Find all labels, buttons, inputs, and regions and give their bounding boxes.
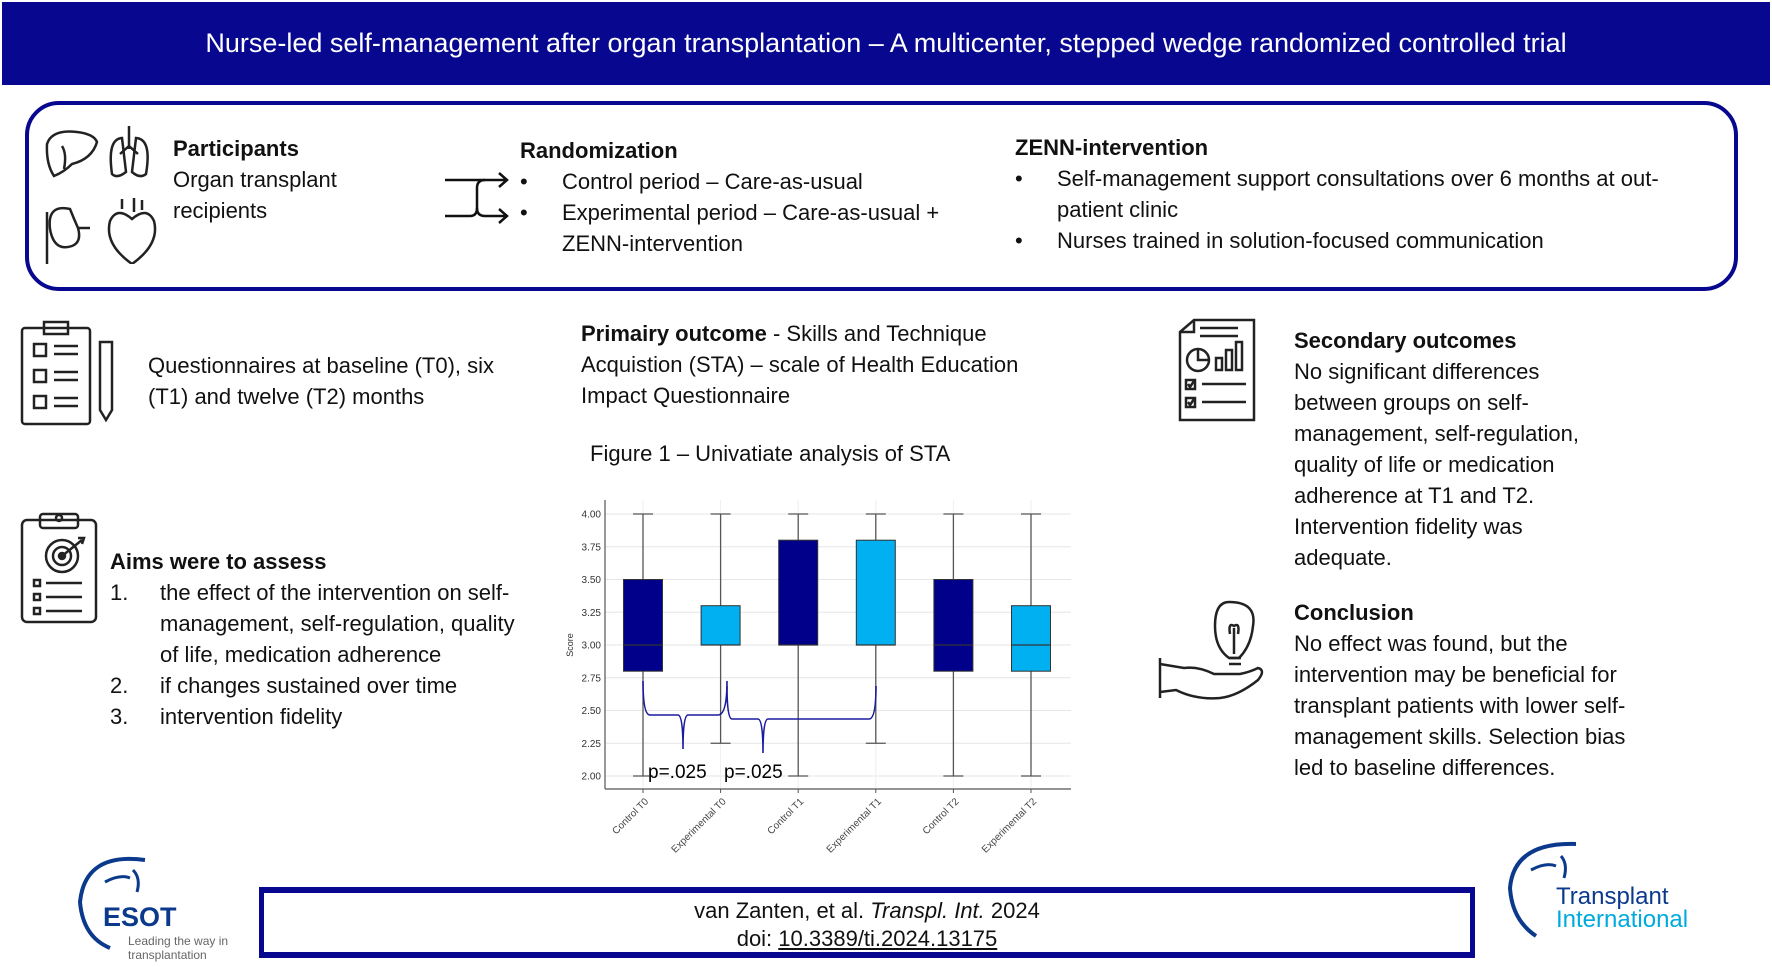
significance-brace bbox=[642, 680, 728, 750]
citation-authors: van Zanten, et al. bbox=[694, 898, 871, 923]
checklist-icon bbox=[20, 320, 114, 426]
transplant-international-logo: Transplant International bbox=[1506, 840, 1726, 940]
p-value-label: p=.025 bbox=[648, 762, 707, 783]
randomization-title: Randomization bbox=[520, 138, 678, 163]
x-tick-label: Experimental T0 bbox=[670, 796, 729, 855]
primary-outcome-text: - Skills and Technique Acquistion (STA) … bbox=[581, 321, 1019, 408]
x-tick-label: Control T2 bbox=[921, 796, 962, 837]
target-clipboard-icon bbox=[20, 512, 98, 624]
box-control-t1 bbox=[778, 539, 819, 646]
y-tick-label: 2.25 bbox=[582, 739, 602, 750]
ti-logo-line2: International bbox=[1556, 906, 1689, 933]
secondary-outcomes: Secondary outcomes No significant differ… bbox=[1294, 325, 1624, 573]
aims-item: 2. if changes sustained over time bbox=[110, 670, 530, 701]
randomization-item: Experimental period – Care-as-usual + ZE… bbox=[520, 197, 1000, 259]
doi-link[interactable]: 10.3389/ti.2024.13175 bbox=[778, 926, 998, 951]
aims-number: 3. bbox=[110, 704, 129, 729]
aims-number: 2. bbox=[110, 673, 129, 698]
y-axis-label: Score bbox=[565, 633, 575, 657]
aims-item: 1. the effect of the intervention on self… bbox=[110, 577, 530, 670]
y-tick-label: 3.75 bbox=[582, 542, 602, 553]
aims-text: if changes sustained over time bbox=[160, 673, 458, 698]
participants-text: Organ transplant recipients bbox=[173, 167, 337, 223]
kidney-icon bbox=[45, 206, 90, 264]
organ-icons bbox=[45, 126, 157, 264]
citation-box: van Zanten, et al. Transpl. Int. 2024 do… bbox=[259, 887, 1475, 958]
citation-journal: Transpl. Int. bbox=[870, 898, 985, 923]
y-tick-label: 3.25 bbox=[582, 608, 602, 619]
aims-number: 1. bbox=[110, 580, 129, 605]
conclusion: Conclusion No effect was found, but the … bbox=[1294, 597, 1634, 783]
y-tick-label: 2.00 bbox=[582, 772, 602, 783]
doi-line: doi: 10.3389/ti.2024.13175 bbox=[264, 925, 1470, 953]
esot-logo: ESOT Leading the way in transplantation bbox=[75, 852, 235, 964]
x-tick-label: Control T0 bbox=[610, 796, 651, 837]
x-tick-label: Experimental T1 bbox=[825, 796, 884, 855]
secondary-title: Secondary outcomes bbox=[1294, 328, 1517, 353]
box-experimental-t1 bbox=[855, 539, 896, 646]
aims-item: 3. intervention fidelity bbox=[110, 701, 530, 732]
aims-title: Aims were to assess bbox=[110, 549, 327, 574]
secondary-text: No significant differences between group… bbox=[1294, 359, 1579, 570]
ti-logo-mark bbox=[1507, 841, 1577, 938]
heart-icon bbox=[107, 198, 157, 264]
citation-line: van Zanten, et al. Transpl. Int. 2024 bbox=[264, 897, 1470, 925]
figure-caption: Figure 1 – Univatiate analysis of STA bbox=[590, 441, 951, 466]
aims-text: the effect of the intervention on self-m… bbox=[160, 580, 515, 667]
lungs-icon bbox=[109, 126, 149, 178]
doi-label: doi: bbox=[736, 926, 779, 951]
ti-logo-line1: Transplant bbox=[1556, 883, 1669, 910]
aims-section: Aims were to assess 1. the effect of the … bbox=[110, 546, 530, 732]
esot-logo-text: ESOT bbox=[103, 902, 177, 932]
liver-icon bbox=[45, 130, 99, 178]
boxplot-chart: 2.00 2.25 2.50 2.75 3.00 3.25 3.50 3.75 4.00 Cont… bbox=[565, 500, 1071, 855]
conclusion-text: No effect was found, but the interventio… bbox=[1294, 631, 1626, 780]
header-banner: Nurse-led self-management after organ tr… bbox=[2, 2, 1770, 85]
participants-title: Participants bbox=[173, 136, 299, 161]
box-control-t0 bbox=[623, 579, 663, 672]
box-experimental-t0 bbox=[700, 605, 741, 646]
randomization-item: Control period – Care-as-usual bbox=[520, 166, 1000, 197]
randomization-section: Randomization Control period – Care-as-u… bbox=[520, 135, 1000, 259]
y-tick-label: 3.00 bbox=[582, 641, 602, 652]
intervention-title: ZENN-intervention bbox=[1015, 135, 1209, 160]
y-tick-label: 3.50 bbox=[582, 575, 602, 586]
lightbulb-hand-icon bbox=[1158, 600, 1264, 700]
participants-section: Participants Organ transplant recipients bbox=[173, 133, 393, 226]
aims-text: intervention fidelity bbox=[160, 704, 343, 729]
intervention-item: Self-management support consultations ov… bbox=[1015, 163, 1695, 225]
box-experimental-t2 bbox=[1011, 605, 1051, 672]
esot-logo-mark bbox=[77, 856, 146, 950]
x-tick-label: Control T1 bbox=[766, 796, 807, 837]
citation-year: 2024 bbox=[984, 898, 1040, 923]
conclusion-title: Conclusion bbox=[1294, 600, 1414, 625]
y-tick-label: 2.75 bbox=[582, 673, 602, 684]
report-icon bbox=[1178, 318, 1256, 422]
x-tick-label: Experimental T2 bbox=[980, 796, 1039, 855]
study-overview-box bbox=[25, 101, 1738, 291]
questionnaires-text: Questionnaires at baseline (T0), six (T1… bbox=[148, 353, 495, 409]
significance-brace bbox=[726, 685, 877, 754]
intervention-item: Nurses trained in solution-focused commu… bbox=[1015, 225, 1695, 256]
box-control-t2 bbox=[933, 579, 974, 672]
primary-outcome: Primairy outcome - Skills and Technique … bbox=[581, 318, 1071, 411]
primary-outcome-title: Primairy outcome bbox=[581, 321, 767, 346]
p-value-label: p=.025 bbox=[724, 762, 783, 783]
y-tick-label: 2.50 bbox=[582, 706, 602, 717]
y-tick-label: 4.00 bbox=[582, 510, 602, 521]
intervention-section: ZENN-intervention Self-management suppor… bbox=[1015, 132, 1695, 256]
page-title: Nurse-led self-management after organ tr… bbox=[205, 28, 1567, 58]
randomization-arrows-icon bbox=[445, 172, 509, 224]
esot-tagline: Leading the way in transplantation bbox=[128, 934, 229, 962]
